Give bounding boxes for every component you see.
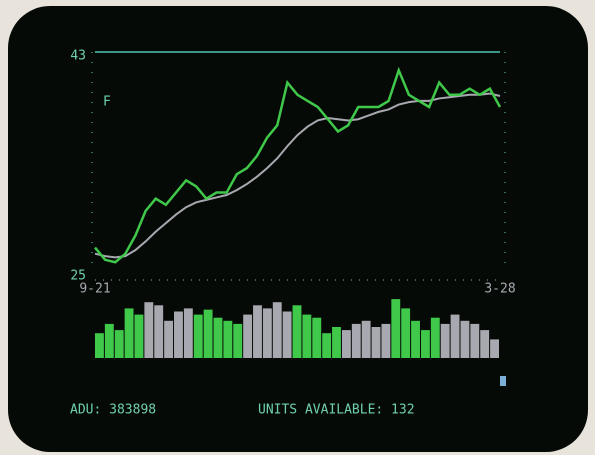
volume-bar: [262, 308, 272, 358]
volume-bar: [272, 302, 282, 358]
volume-bar: [351, 323, 361, 358]
price-line: [94, 66, 502, 264]
volume-bar: [213, 317, 223, 358]
volume-bar: [203, 309, 213, 358]
status-right: UNITS AVAILABLE: 132: [258, 403, 415, 418]
volume-bar: [292, 305, 302, 358]
annotation: F: [103, 95, 111, 110]
volume-bar: [450, 314, 460, 358]
volume-bar: [460, 320, 470, 358]
volume-bar: [490, 339, 499, 358]
volume-bar: [223, 320, 233, 358]
volume-bar: [134, 314, 144, 358]
volume-bar: [154, 305, 164, 358]
status-left: ADU: 383898: [70, 403, 156, 418]
volume-bar: [411, 320, 420, 358]
volume-bar: [164, 320, 174, 358]
volume-bar: [430, 317, 440, 358]
volume-bar: [124, 308, 134, 358]
volume-bar: [174, 311, 183, 358]
volume-bar: [183, 308, 193, 358]
volume-bar: [401, 308, 411, 358]
volume-bar: [440, 323, 450, 358]
volume-bar: [282, 311, 292, 358]
volume-bar: [332, 327, 341, 358]
volume-bar: [104, 323, 114, 358]
volume-bar: [253, 305, 262, 358]
volume-bar: [243, 314, 253, 358]
volume-bar: [371, 327, 381, 358]
volume-bar: [233, 323, 243, 358]
cursor: [500, 376, 506, 386]
x-tick-label: 3-28: [484, 282, 515, 297]
volume-bar: [381, 323, 391, 358]
volume-bar: [480, 330, 490, 358]
volume-bar: [361, 320, 371, 358]
volume-bar: [114, 330, 124, 358]
volume-bar: [193, 314, 203, 358]
volume-bar: [322, 333, 332, 358]
volume-bar: [312, 317, 322, 358]
volume-bar: [144, 302, 154, 358]
volume-bar: [95, 333, 104, 358]
y-tick-label: 43: [70, 49, 86, 64]
volume-bar: [391, 299, 401, 358]
x-tick-label: 9-21: [79, 282, 110, 297]
volume-bar: [341, 330, 351, 358]
y-tick-label: 25: [70, 269, 86, 284]
volume-bar: [470, 323, 480, 358]
volume-bar: [302, 314, 312, 358]
volume-bar: [420, 330, 430, 358]
